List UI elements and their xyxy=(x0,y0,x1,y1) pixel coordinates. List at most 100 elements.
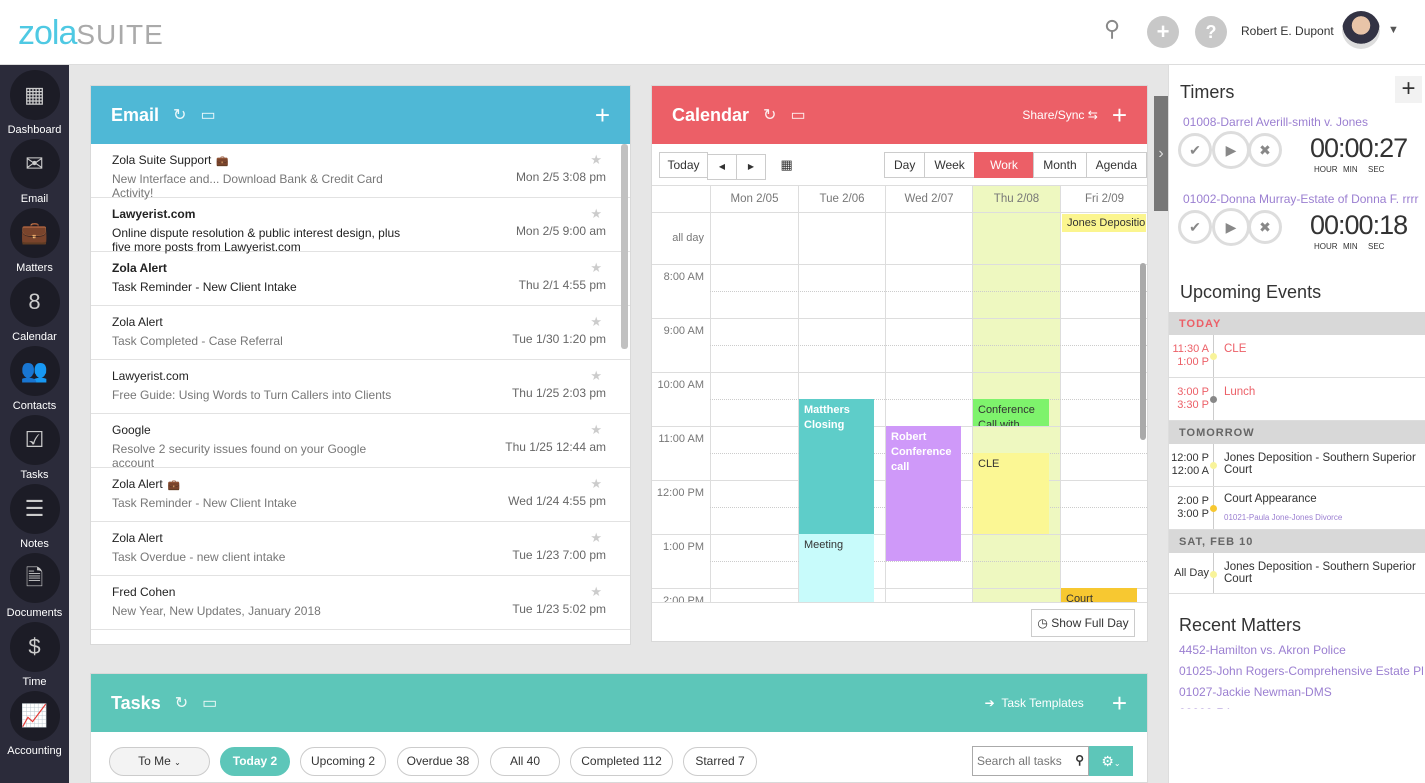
task-filter-upcoming[interactable]: Upcoming 2 xyxy=(300,747,386,776)
caret-down-icon[interactable]: ▼ xyxy=(1388,24,1399,36)
timer-matter-link[interactable]: 01002-Donna Murray-Estate of Donna F. rr… xyxy=(1183,192,1419,206)
search-icon[interactable]: ⚲ xyxy=(1104,16,1121,41)
sidebar-item-calendar[interactable]: 8 Calendar xyxy=(0,277,69,343)
help-button[interactable]: ? xyxy=(1195,16,1227,48)
email-row[interactable]: Zola Alert Task Reminder - New Client Int… xyxy=(91,252,630,306)
next-button[interactable]: ▶ xyxy=(736,154,766,180)
add-task-plus-icon[interactable]: + xyxy=(1111,687,1127,718)
zola-suite-logo[interactable]: zolaSUITE xyxy=(18,14,164,53)
email-row[interactable]: Google Resolve 2 security issues found on… xyxy=(91,414,630,470)
email-row[interactable]: Zola Alert Task Overdue - new client inta… xyxy=(91,522,630,576)
upcoming-event[interactable]: 2:00 P 3:00 P Court Appearance 01021-Paula … xyxy=(1169,487,1425,530)
cancel-button[interactable]: ✖ xyxy=(1248,133,1282,167)
upcoming-event[interactable]: 3:00 P 3:30 P Lunch xyxy=(1169,378,1425,421)
sidebar-item-contacts[interactable]: 👥 Contacts xyxy=(0,346,69,412)
sidebar-item-time[interactable]: $ Time xyxy=(0,622,69,688)
day-column-header[interactable]: Wed 2/07 xyxy=(885,186,972,212)
show-full-day-button[interactable]: ◷ Show Full Day xyxy=(1031,609,1135,637)
user-name[interactable]: Robert E. Dupont xyxy=(1241,24,1334,38)
upcoming-event[interactable]: 12:00 P 12:00 A Jones Deposition - Souther… xyxy=(1169,444,1425,487)
star-icon[interactable]: ★ xyxy=(590,422,602,437)
today-button[interactable]: Today xyxy=(659,152,708,178)
star-icon[interactable]: ★ xyxy=(590,260,602,275)
email-row[interactable]: Lawyerist.com Free Guide: Using Words to … xyxy=(91,360,630,414)
upcoming-event[interactable]: All Day Jones Deposition - Southern Super… xyxy=(1169,553,1425,594)
email-row[interactable]: Zola Alert Task Completed - Case Referral… xyxy=(91,306,630,360)
event-matter-link[interactable]: 01021-Paula Jone-Jones Divorce xyxy=(1224,513,1343,522)
star-icon[interactable]: ★ xyxy=(590,314,602,329)
task-filter-all[interactable]: All 40 xyxy=(490,747,560,776)
star-icon[interactable]: ★ xyxy=(590,368,602,383)
day-column-header[interactable]: Fri 2/09 xyxy=(1060,186,1147,212)
calendar-event[interactable]: Conference Call with xyxy=(973,399,1049,426)
view-agenda-button[interactable]: Agenda xyxy=(1085,152,1147,178)
add-timer-button[interactable]: + xyxy=(1395,76,1422,103)
add-event-plus-icon[interactable]: + xyxy=(1111,99,1127,130)
calendar-event[interactable]: Matthers Closing xyxy=(799,399,874,534)
star-icon[interactable]: ★ xyxy=(590,584,602,599)
star-icon[interactable]: ★ xyxy=(590,476,602,491)
check-button[interactable]: ✔ xyxy=(1178,133,1212,167)
tv-help-icon[interactable]: ▭ xyxy=(202,695,218,712)
task-filter-overdue[interactable]: Overdue 38 xyxy=(397,747,479,776)
star-icon[interactable]: ★ xyxy=(590,530,602,545)
prev-button[interactable]: ◀ xyxy=(707,154,737,180)
sidebar-item-matters[interactable]: 💼 Matters xyxy=(0,208,69,274)
sidebar-item-documents[interactable]: 🗎 Documents xyxy=(0,553,69,619)
date-picker-icon[interactable]: ▦ xyxy=(780,157,793,172)
task-filter-completed[interactable]: Completed 112 xyxy=(570,747,673,776)
email-row[interactable]: Zola Alert 💼 Task Reminder - New Client In… xyxy=(91,468,630,522)
timer-matter-link[interactable]: 01008-Darrel Averill-smith v. Jones xyxy=(1183,115,1368,129)
compose-plus-icon[interactable]: + xyxy=(594,99,610,130)
task-templates-button[interactable]: ➔ Task Templates xyxy=(984,696,1084,710)
tv-help-icon[interactable]: ▭ xyxy=(200,107,216,124)
recent-matter-link[interactable]: 4452-Hamilton vs. Akron Police xyxy=(1179,643,1346,657)
refresh-icon[interactable]: ↻ xyxy=(174,695,189,712)
sidebar-item-accounting[interactable]: 📈 Accounting xyxy=(0,691,69,757)
collapse-right-panel-handle[interactable]: › xyxy=(1154,96,1168,211)
upcoming-event[interactable]: 11:30 A 1:00 P CLE xyxy=(1169,335,1425,378)
star-icon[interactable]: ★ xyxy=(590,152,602,167)
tv-help-icon[interactable]: ▭ xyxy=(790,107,806,124)
task-settings-gear-button[interactable]: ⚙⌄ xyxy=(1089,746,1133,776)
avatar[interactable] xyxy=(1342,11,1380,49)
day-column-header[interactable]: Thu 2/08 xyxy=(972,186,1060,212)
recent-matter-link[interactable]: 01027-Jackie Newman-DMS xyxy=(1179,685,1332,699)
task-search-input[interactable] xyxy=(973,747,1068,775)
email-row[interactable]: Zola Suite Support 💼 New Interface and... … xyxy=(91,144,630,200)
day-column-header[interactable]: Tue 2/06 xyxy=(798,186,885,212)
day-column-header[interactable]: Mon 2/05 xyxy=(710,186,798,212)
calendar-event[interactable]: Meeting xyxy=(799,534,874,602)
sidebar-item-email[interactable]: ✉ Email xyxy=(0,139,69,205)
sidebar-item-notes[interactable]: ☰ Notes xyxy=(0,484,69,550)
refresh-icon[interactable]: ↻ xyxy=(173,107,187,124)
calendar-event[interactable]: Robert Conference call xyxy=(886,426,961,561)
play-button[interactable]: ▶ xyxy=(1212,208,1250,246)
assignee-dropdown[interactable]: To Me ⌄ xyxy=(109,747,210,776)
view-work-week-button[interactable]: Work Week xyxy=(973,152,1035,196)
email-row[interactable]: Lawyerist.com Online dispute resolution &… xyxy=(91,198,630,254)
email-row[interactable]: Fred Cohen New Year, New Updates, January… xyxy=(91,576,630,630)
recent-matter-link[interactable]: 00000-R1 xyxy=(1179,706,1424,709)
add-button[interactable]: + xyxy=(1147,16,1179,48)
check-button[interactable]: ✔ xyxy=(1178,210,1212,244)
search-icon[interactable]: ⚲ xyxy=(1075,753,1084,767)
calendar-event[interactable]: CLE xyxy=(973,453,1049,534)
task-filter-today[interactable]: Today 2 xyxy=(220,747,290,776)
play-button[interactable]: ▶ xyxy=(1212,131,1250,169)
view-day-button[interactable]: Day xyxy=(884,152,926,178)
task-filter-starred[interactable]: Starred 7 xyxy=(683,747,757,776)
star-icon[interactable]: ★ xyxy=(590,206,602,221)
view-week-button[interactable]: Week xyxy=(924,152,975,178)
view-month-button[interactable]: Month xyxy=(1033,152,1087,178)
calendar-scrollbar[interactable] xyxy=(1140,263,1146,440)
sidebar-item-tasks[interactable]: ☑ Tasks xyxy=(0,415,69,481)
cancel-button[interactable]: ✖ xyxy=(1248,210,1282,244)
refresh-icon[interactable]: ↻ xyxy=(763,107,777,124)
share-sync-button[interactable]: Share/Sync ⇆ xyxy=(1022,108,1098,122)
all-day-event[interactable]: Jones Deposition xyxy=(1062,214,1146,232)
sidebar-item-dashboard[interactable]: ▦ Dashboard xyxy=(0,70,69,136)
email-scrollbar[interactable] xyxy=(621,144,628,349)
recent-matter-link[interactable]: 01025-John Rogers-Comprehensive Estate P… xyxy=(1179,664,1424,678)
calendar-event[interactable]: Court xyxy=(1061,588,1137,602)
